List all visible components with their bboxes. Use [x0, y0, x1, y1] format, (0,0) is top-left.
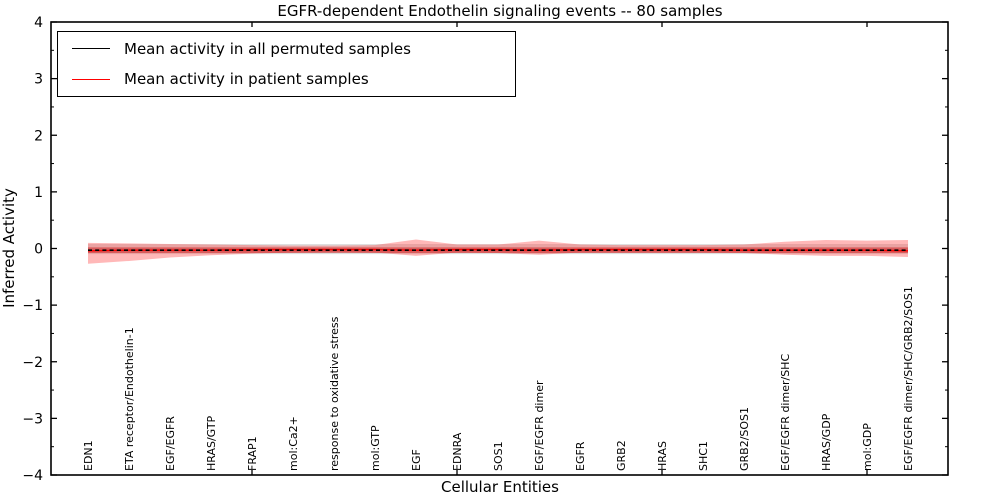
x-category-label: HRAS/GTP [205, 415, 218, 471]
x-category-label: EDN1 [82, 440, 95, 471]
x-category-label: response to oxidative stress [328, 316, 341, 471]
x-category-label: EGF/EGFR dimer/SHC [779, 354, 792, 471]
y-tick-label: 4 [34, 15, 43, 31]
legend-line-permuted-icon [72, 48, 110, 50]
y-axis-label: Inferred Activity [0, 188, 18, 308]
y-tick-label: 2 [34, 128, 43, 144]
y-tick-label: 3 [34, 72, 43, 88]
x-category-label: HRAS/GDP [820, 413, 833, 471]
x-category-label: GRB2 [615, 440, 628, 471]
y-tick-label: −4 [22, 468, 43, 484]
x-category-label: SOS1 [492, 441, 505, 471]
x-category-label: EGFR [574, 441, 587, 471]
y-tick-label: 0 [34, 242, 43, 258]
x-category-label: ETA receptor/Endothelin-1 [123, 327, 136, 471]
y-tick-label: −3 [22, 411, 43, 427]
x-category-label: HRAS [656, 441, 669, 471]
x-category-label: EGF/EGFR dimer [533, 380, 546, 471]
x-category-label: FRAP1 [246, 436, 259, 471]
x-category-label: mol:GDP [861, 423, 874, 471]
x-category-label: SHC1 [697, 441, 710, 471]
x-category-label: mol:Ca2+ [287, 416, 300, 471]
legend-item-patient: Mean activity in patient samples [58, 65, 515, 93]
chart-title: EGFR-dependent Endothelin signaling even… [277, 2, 723, 20]
x-axis-label: Cellular Entities [441, 478, 559, 496]
x-category-label: EGF [410, 449, 423, 471]
legend-line-patient-icon [72, 78, 110, 80]
legend-label-patient: Mean activity in patient samples [124, 70, 369, 89]
mean-line-patient [87, 248, 909, 252]
y-tick-label: −2 [22, 355, 43, 371]
x-category-label: mol:GTP [369, 425, 382, 471]
legend: Mean activity in all permuted samples Me… [57, 31, 516, 97]
x-category-label: EDNRA [451, 432, 464, 471]
x-category-label: EGF/EGFR dimer/SHC/GRB2/SOS1 [902, 286, 915, 471]
legend-label-permuted: Mean activity in all permuted samples [124, 39, 411, 58]
x-category-label: GRB2/SOS1 [738, 407, 751, 471]
y-tick-label: −1 [22, 298, 43, 314]
legend-item-permuted: Mean activity in all permuted samples [58, 35, 515, 63]
y-tick-label: 1 [34, 185, 43, 201]
x-category-label: EGF/EGFR [164, 416, 177, 471]
